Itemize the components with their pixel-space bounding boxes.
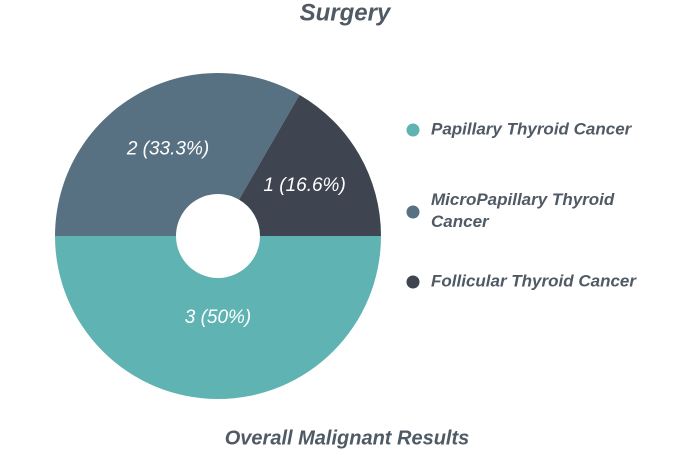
slice-label: 1 (16.6%) [263, 175, 345, 196]
legend-swatch [406, 205, 420, 219]
legend-item: Follicular Thyroid Cancer [406, 271, 637, 290]
chart-title: Surgery [300, 0, 392, 26]
donut-slice [55, 236, 381, 399]
legend-label: MicroPapillary Thyroid Cancer [431, 190, 615, 231]
legend-item: MicroPapillary Thyroid Cancer [406, 190, 615, 231]
donut-slice [55, 72, 300, 236]
legend-label: Papillary Thyroid Cancer [431, 119, 633, 138]
legend-swatch [406, 123, 420, 137]
donut-slice [239, 94, 381, 236]
legend-label: Follicular Thyroid Cancer [431, 271, 637, 290]
slice-label: 3 (50%) [185, 307, 252, 328]
legend-item: Papillary Thyroid Cancer [406, 119, 633, 138]
slice-label: 2 (33.3%) [126, 138, 209, 159]
legend-swatch [406, 275, 420, 289]
chart-subtitle: Overall Malignant Results [225, 427, 470, 449]
